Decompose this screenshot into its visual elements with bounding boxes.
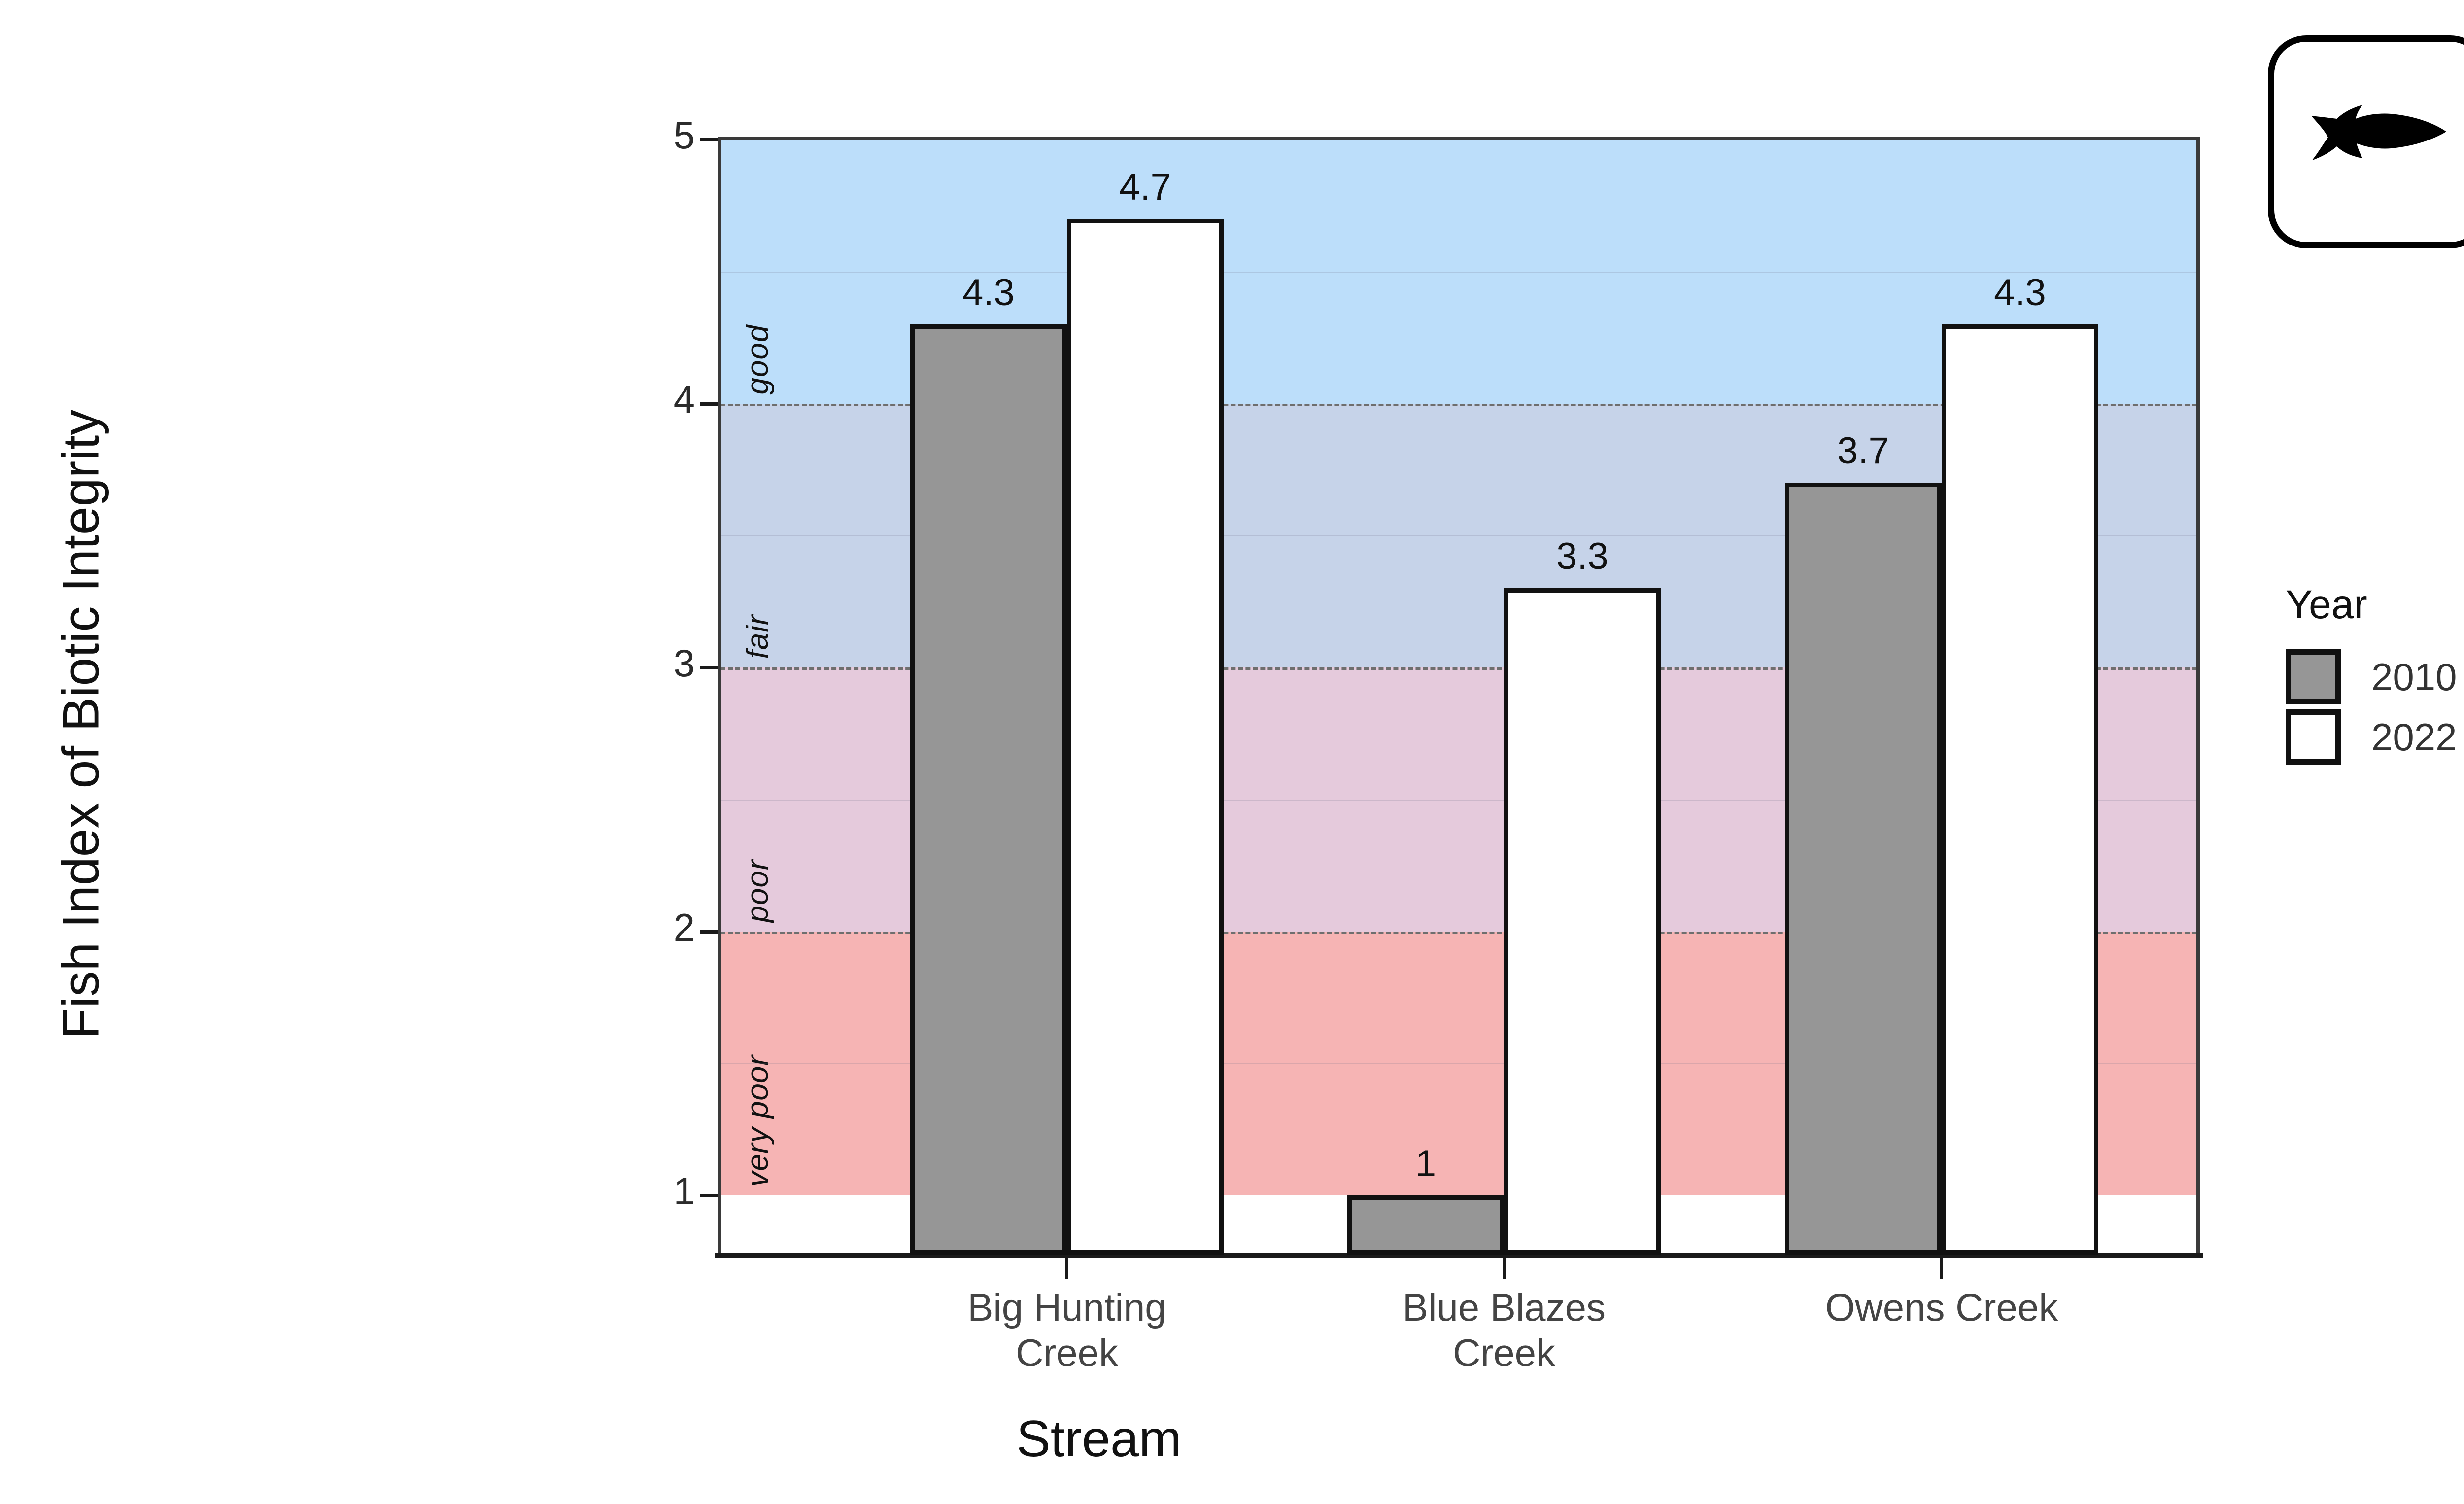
legend-label-2022: 2022 [2371,715,2457,759]
bar-value-label-owens-creek-2010: 3.7 [1837,430,1889,472]
y-axis-title: Fish Index of Biotic Integrity [52,409,110,1040]
x-axis-tick-blue-blazes-creek [1503,1258,1506,1279]
y-axis-tick-label-5: 5 [673,113,695,157]
x-axis-tick-label-blue-blazes-creek: Blue Blazes Creek [1403,1286,1606,1375]
y-axis-tick-label-4: 4 [673,377,695,421]
legend: Year 2010 2022 [2286,582,2457,767]
fish-badge [2268,35,2464,248]
bar-big-hunting-creek-2022[interactable] [1067,218,1224,1255]
minor-gridline [720,535,2197,537]
bar-value-label-big-hunting-creek-2010: 4.3 [962,271,1015,314]
bar-blue-blazes-creek-2022[interactable] [1504,588,1661,1255]
bar-blue-blazes-creek-2010[interactable] [1347,1195,1504,1255]
bar-big-hunting-creek-2010[interactable] [910,324,1067,1255]
y-axis-tick-5 [700,138,718,141]
x-axis-tick-owens-creek [1940,1258,1943,1279]
bar-owens-creek-2022[interactable] [1942,324,2098,1255]
x-axis-tick-big-hunting-creek [1065,1258,1068,1279]
threshold-line-3 [720,667,2197,670]
y-axis-tick-label-3: 3 [673,641,695,685]
y-axis-tick-label-2: 2 [673,905,695,949]
y-axis-tick-4 [700,402,718,406]
panel-border-top [718,137,2200,140]
minor-gridline [720,799,2197,801]
minor-gridline [720,1063,2197,1065]
legend-title: Year [2286,582,2367,627]
y-axis-tick-3 [700,666,718,669]
panel-border-right [2196,137,2200,1258]
legend-label-2010: 2010 [2371,655,2457,699]
x-axis-tick-label-owens-creek: Owens Creek [1825,1286,2058,1329]
y-axis-tick-2 [700,930,718,934]
legend-swatch-2022 [2286,709,2341,765]
legend-item-2022[interactable]: 2022 [2286,707,2457,767]
threshold-line-4 [720,403,2197,406]
legend-swatch-2010 [2286,649,2341,704]
fish-icon [2311,105,2446,160]
panel-border-left [718,137,721,1258]
bar-value-label-big-hunting-creek-2022: 4.7 [1119,166,1171,208]
y-axis-tick-label-1: 1 [673,1169,695,1213]
x-axis-title: Stream [1016,1410,1182,1468]
bar-value-label-blue-blazes-creek-2022: 3.3 [1556,535,1608,578]
bar-value-label-owens-creek-2022: 4.3 [1994,271,2046,314]
bar-value-label-blue-blazes-creek-2010: 1 [1415,1143,1437,1185]
bar-owens-creek-2010[interactable] [1785,483,1942,1255]
legend-item-2010[interactable]: 2010 [2286,647,2457,707]
threshold-line-2 [720,931,2197,934]
minor-gridline [720,271,2197,273]
x-axis-tick-label-big-hunting-creek: Big Hunting Creek [967,1286,1166,1375]
x-axis-line [715,1253,2203,1258]
y-axis-tick-1 [700,1194,718,1197]
